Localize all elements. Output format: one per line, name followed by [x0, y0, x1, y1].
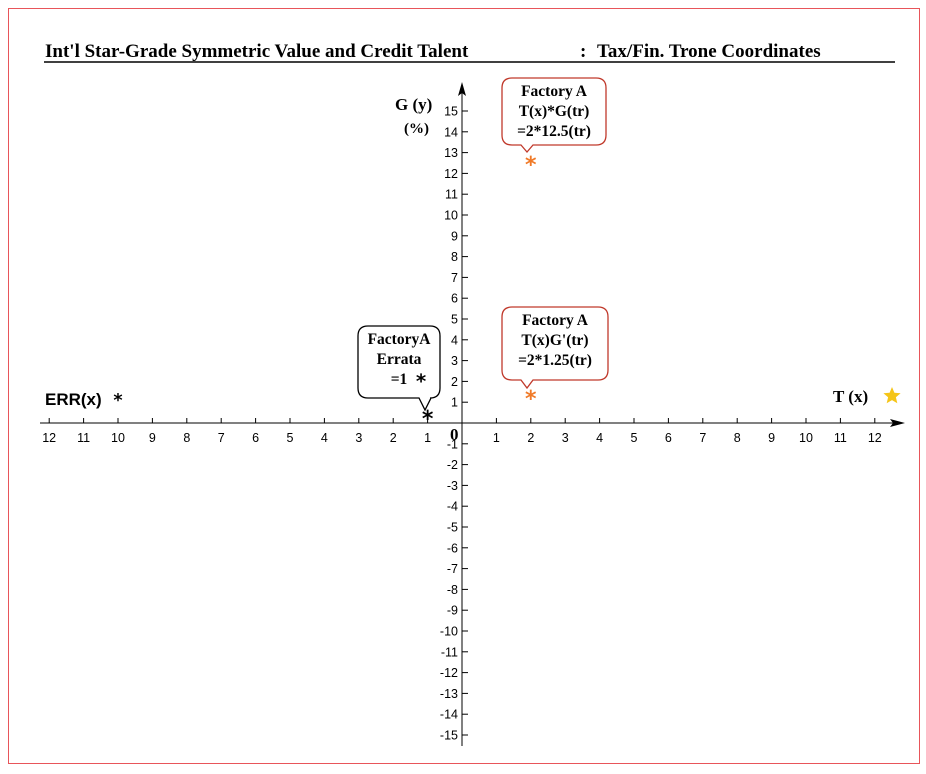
y-tick-label: -13	[440, 687, 458, 701]
callout-3: FactoryA Errata =1	[358, 326, 440, 410]
callout-line: =2*1.25(tr)	[518, 352, 592, 369]
callout-line: Factory A	[521, 83, 588, 100]
y-tick-label: -12	[440, 666, 458, 680]
x-tick-label: 8	[734, 431, 741, 445]
y-tick-label: -8	[447, 583, 458, 597]
callout-line: T(x)G'(tr)	[521, 332, 588, 349]
y-tick-label: 11	[445, 188, 458, 202]
x-tick-label: 7	[699, 431, 706, 445]
y-tick-label: 6	[451, 292, 458, 306]
y-tick-label: -9	[447, 604, 458, 618]
y-tick-label: -10	[440, 625, 458, 639]
x-tick-label: 1	[424, 431, 431, 445]
y-tick-label: -11	[441, 645, 458, 659]
y-tick-label: -3	[447, 479, 458, 493]
y-axis-label: G (y)	[395, 95, 432, 114]
y-tick-label: -7	[447, 562, 458, 576]
x-tick-label: 12	[868, 431, 882, 445]
x-tick-label: 10	[111, 431, 125, 445]
x-tick-label: 1	[493, 431, 500, 445]
y-tick-label: 2	[451, 375, 458, 389]
y-tick-label: -6	[447, 541, 458, 555]
y-tick-label: 10	[444, 209, 458, 223]
y-tick-label: 14	[444, 125, 458, 139]
x-tick-label: 8	[183, 431, 190, 445]
x-tick-label: 10	[799, 431, 813, 445]
y-tick-label: -5	[447, 521, 458, 535]
y-tick-label: 12	[444, 167, 458, 181]
callout-line: Errata	[377, 351, 422, 368]
origin-label: 0	[450, 425, 459, 444]
err-star-icon: *	[113, 391, 122, 411]
callout-line: T(x)*G(tr)	[519, 103, 590, 120]
callout-2: Factory A T(x)G'(tr) =2*1.25(tr)	[502, 307, 608, 388]
x-tick-label: 2	[390, 431, 397, 445]
y-tick-label: 7	[451, 271, 458, 285]
x-tick-label: 6	[252, 431, 259, 445]
marks: Factory AT(x)*G(tr)=2*12.5(tr)*Factory A…	[113, 78, 900, 432]
data-point-star-icon: *	[525, 387, 537, 412]
y-tick-label: 4	[451, 333, 458, 347]
x-tick-label: 11	[77, 431, 90, 445]
errata-inline-star-icon: *	[416, 370, 426, 393]
chart-title: Int'l Star-Grade Symmetric Value and Cre…	[44, 41, 895, 62]
y-tick-label: -2	[447, 458, 458, 472]
x-axis-label-negative: ERR(x)	[45, 390, 102, 409]
x-tick-label: 4	[321, 431, 328, 445]
y-tick-label: -15	[440, 729, 458, 743]
y-tick-label: 13	[444, 146, 458, 160]
y-tick-label: 8	[451, 250, 458, 264]
x-axis-label-positive: T (x)	[833, 387, 868, 406]
x-tick-label: 4	[596, 431, 603, 445]
data-point-star-icon: *	[422, 407, 434, 432]
y-tick-label: 15	[444, 105, 458, 119]
x-tick-label: 9	[768, 431, 775, 445]
x-tick-label: 12	[42, 431, 56, 445]
x-tick-label: 9	[149, 431, 156, 445]
y-tick-label: 9	[451, 229, 458, 243]
callout-line: FactoryA	[368, 331, 432, 348]
x-tick-label: 11	[834, 431, 847, 445]
axes	[40, 82, 905, 746]
x-tick-label: 2	[527, 431, 534, 445]
callout-line: Factory A	[522, 312, 589, 329]
data-point-star-icon: *	[525, 153, 537, 178]
y-tick-label: 5	[451, 313, 458, 327]
x-tick-label: 3	[355, 431, 362, 445]
y-tick-label: -4	[447, 500, 458, 514]
callout-line: =2*12.5(tr)	[517, 123, 591, 140]
x-tick-label: 6	[665, 431, 672, 445]
x-tick-label: 5	[631, 431, 638, 445]
x-tick-label: 5	[287, 431, 294, 445]
title-sep: :	[580, 41, 586, 62]
y-tick-label: 3	[451, 354, 458, 368]
y-tick-label: -14	[440, 708, 458, 722]
t-star-icon	[883, 387, 900, 403]
x-tick-label: 7	[218, 431, 225, 445]
title-left: Int'l Star-Grade Symmetric Value and Cre…	[45, 41, 469, 62]
title-right: Tax/Fin. Trone Coordinates	[597, 41, 821, 62]
callout-line: =1	[391, 371, 408, 388]
x-tick-label: 3	[562, 431, 569, 445]
y-tick-label: 1	[451, 396, 458, 410]
y-axis-unit: (%)	[404, 121, 429, 137]
callout-1: Factory A T(x)*G(tr) =2*12.5(tr)	[502, 78, 606, 152]
